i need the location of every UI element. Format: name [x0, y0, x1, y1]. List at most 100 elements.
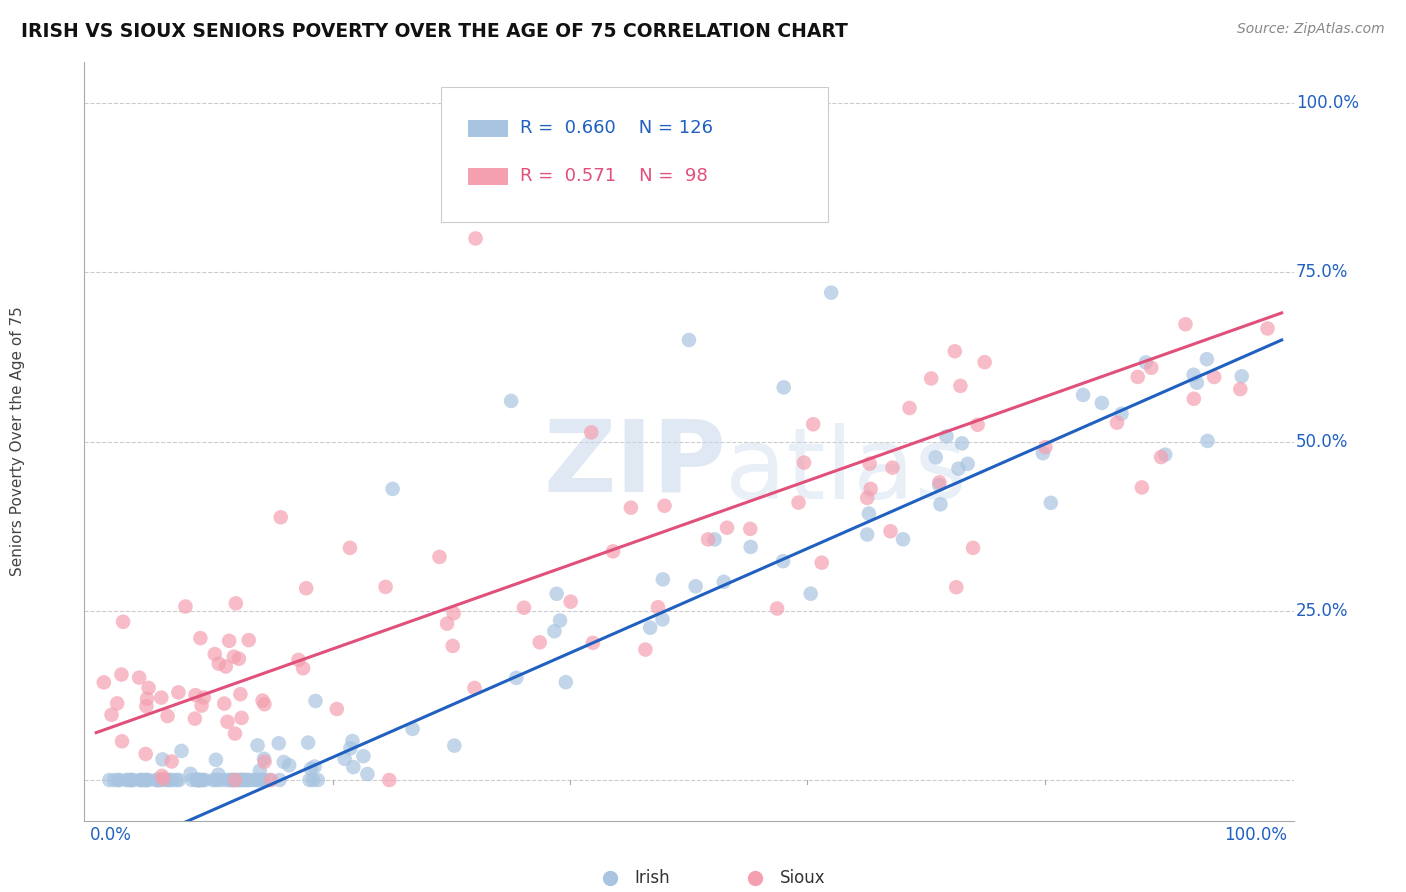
- Point: [374, 580, 396, 594]
- Point: [107, 772, 129, 787]
- Point: [1091, 396, 1114, 410]
- Point: [115, 772, 138, 787]
- Point: [429, 549, 451, 564]
- Point: [207, 772, 229, 787]
- Point: [1185, 376, 1208, 390]
- Point: [238, 633, 260, 648]
- Point: [135, 747, 157, 761]
- Point: [891, 533, 914, 547]
- Point: [184, 712, 207, 726]
- Point: [186, 772, 208, 787]
- Point: [772, 554, 794, 568]
- Point: [1197, 434, 1219, 448]
- Point: [935, 429, 957, 443]
- Text: 100.0%: 100.0%: [1296, 94, 1358, 112]
- Point: [378, 772, 401, 787]
- Point: [920, 371, 942, 385]
- Point: [548, 614, 571, 628]
- FancyBboxPatch shape: [441, 87, 828, 222]
- Point: [1182, 392, 1205, 406]
- Point: [152, 752, 174, 766]
- Point: [167, 772, 190, 787]
- Point: [162, 772, 184, 787]
- Point: [167, 685, 190, 699]
- Point: [194, 772, 217, 787]
- Point: [269, 772, 291, 787]
- Point: [217, 772, 239, 787]
- Point: [501, 393, 523, 408]
- Point: [135, 772, 157, 787]
- Point: [1130, 480, 1153, 494]
- Point: [103, 772, 125, 787]
- Point: [278, 758, 301, 772]
- Point: [856, 527, 879, 541]
- Text: 0.0%: 0.0%: [90, 826, 132, 844]
- Point: [135, 699, 157, 714]
- Point: [1032, 446, 1054, 460]
- Point: [267, 736, 290, 750]
- Point: [1135, 355, 1157, 369]
- Point: [1229, 382, 1251, 396]
- Point: [685, 579, 707, 593]
- Point: [121, 772, 143, 787]
- Point: [602, 544, 624, 558]
- Point: [105, 697, 128, 711]
- Point: [191, 772, 214, 787]
- Point: [950, 436, 973, 450]
- Text: 25.0%: 25.0%: [1296, 602, 1348, 620]
- Point: [135, 772, 157, 787]
- Point: [1126, 370, 1149, 384]
- Point: [554, 675, 576, 690]
- Point: [111, 734, 134, 748]
- Point: [221, 772, 243, 787]
- Point: [129, 772, 152, 787]
- Point: [212, 772, 235, 787]
- Point: [235, 772, 257, 787]
- Point: [948, 461, 970, 475]
- Text: ZIP: ZIP: [544, 416, 727, 513]
- Point: [188, 772, 211, 787]
- Point: [204, 772, 226, 787]
- Point: [1174, 318, 1197, 332]
- FancyBboxPatch shape: [468, 120, 508, 136]
- Point: [793, 456, 815, 470]
- Point: [221, 772, 243, 787]
- Point: [928, 475, 950, 490]
- Point: [879, 524, 901, 539]
- Point: [654, 499, 676, 513]
- Point: [112, 615, 135, 629]
- Point: [224, 772, 246, 787]
- Point: [222, 649, 245, 664]
- Point: [157, 772, 180, 787]
- Point: [259, 772, 281, 787]
- Point: [1204, 370, 1226, 384]
- Text: Seniors Poverty Over the Age of 75: Seniors Poverty Over the Age of 75: [10, 307, 25, 576]
- Point: [581, 425, 603, 440]
- Point: [513, 600, 536, 615]
- Point: [150, 769, 173, 783]
- Point: [560, 595, 582, 609]
- Point: [160, 755, 183, 769]
- Point: [252, 772, 274, 787]
- Point: [342, 734, 364, 748]
- Point: [339, 741, 361, 756]
- Point: [207, 767, 229, 781]
- Point: [820, 285, 842, 300]
- Point: [202, 772, 225, 787]
- Point: [253, 755, 276, 769]
- Point: [260, 772, 283, 787]
- Point: [1105, 416, 1128, 430]
- Point: [157, 772, 180, 787]
- Point: [943, 344, 966, 359]
- Point: [859, 457, 882, 471]
- Point: [810, 556, 832, 570]
- Text: 50.0%: 50.0%: [1296, 433, 1348, 450]
- Point: [170, 744, 193, 758]
- Point: [401, 722, 423, 736]
- Point: [231, 711, 253, 725]
- Point: [949, 379, 972, 393]
- Point: [153, 772, 176, 787]
- Point: [128, 671, 150, 685]
- Point: [299, 762, 322, 776]
- Point: [304, 694, 326, 708]
